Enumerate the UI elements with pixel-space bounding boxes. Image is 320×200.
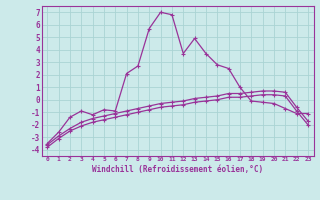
X-axis label: Windchill (Refroidissement éolien,°C): Windchill (Refroidissement éolien,°C) (92, 165, 263, 174)
